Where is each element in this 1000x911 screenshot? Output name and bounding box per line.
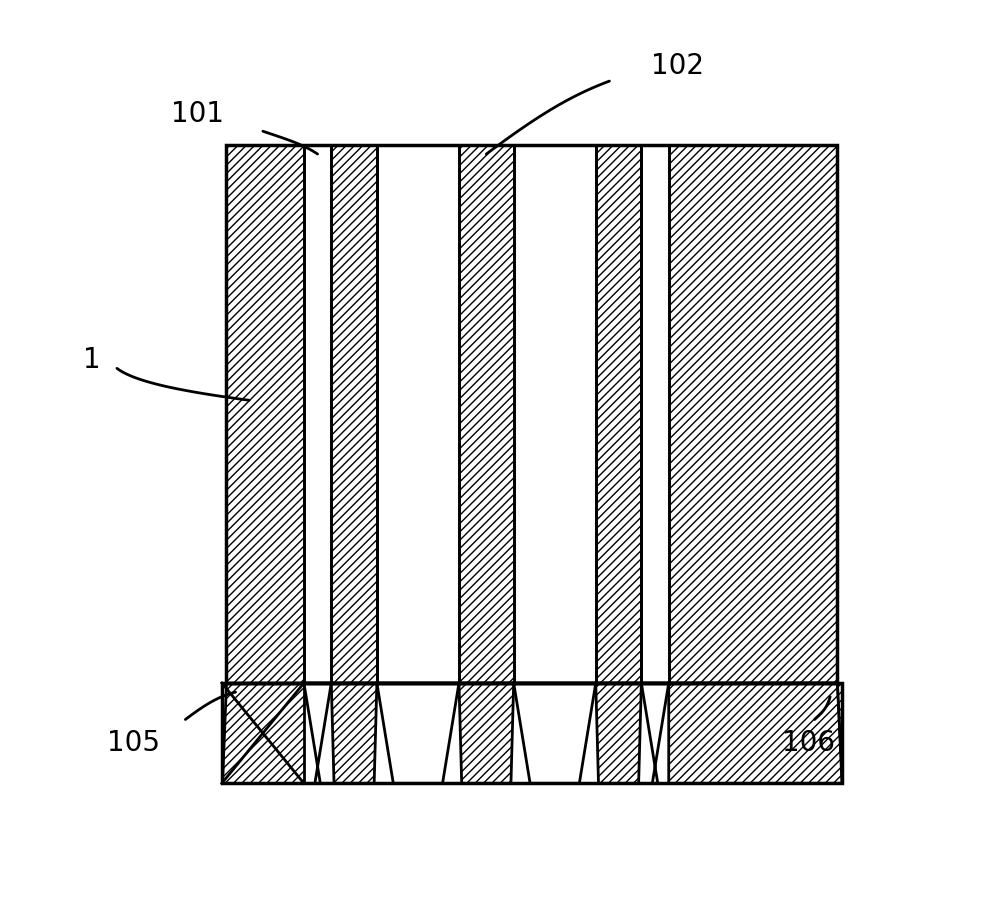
Polygon shape	[304, 146, 331, 683]
Bar	[226, 146, 304, 683]
Polygon shape	[304, 683, 331, 783]
Polygon shape	[514, 146, 596, 683]
Bar	[226, 146, 837, 683]
Text: 101: 101	[171, 100, 224, 128]
Polygon shape	[459, 683, 514, 783]
Polygon shape	[331, 683, 377, 783]
Text: 106: 106	[782, 729, 835, 756]
Polygon shape	[669, 683, 842, 783]
Text: 105: 105	[107, 729, 160, 756]
Bar	[459, 146, 514, 683]
Polygon shape	[514, 683, 596, 783]
Polygon shape	[377, 146, 459, 683]
Polygon shape	[641, 146, 669, 683]
Bar	[331, 146, 377, 683]
Bar	[669, 146, 837, 683]
Polygon shape	[222, 683, 304, 783]
Polygon shape	[596, 683, 641, 783]
Polygon shape	[837, 683, 842, 783]
Polygon shape	[377, 683, 459, 783]
Bar	[596, 146, 641, 683]
Bar	[222, 683, 842, 783]
Text: 102: 102	[651, 52, 704, 79]
Polygon shape	[641, 683, 669, 783]
Text: 1: 1	[83, 346, 100, 374]
